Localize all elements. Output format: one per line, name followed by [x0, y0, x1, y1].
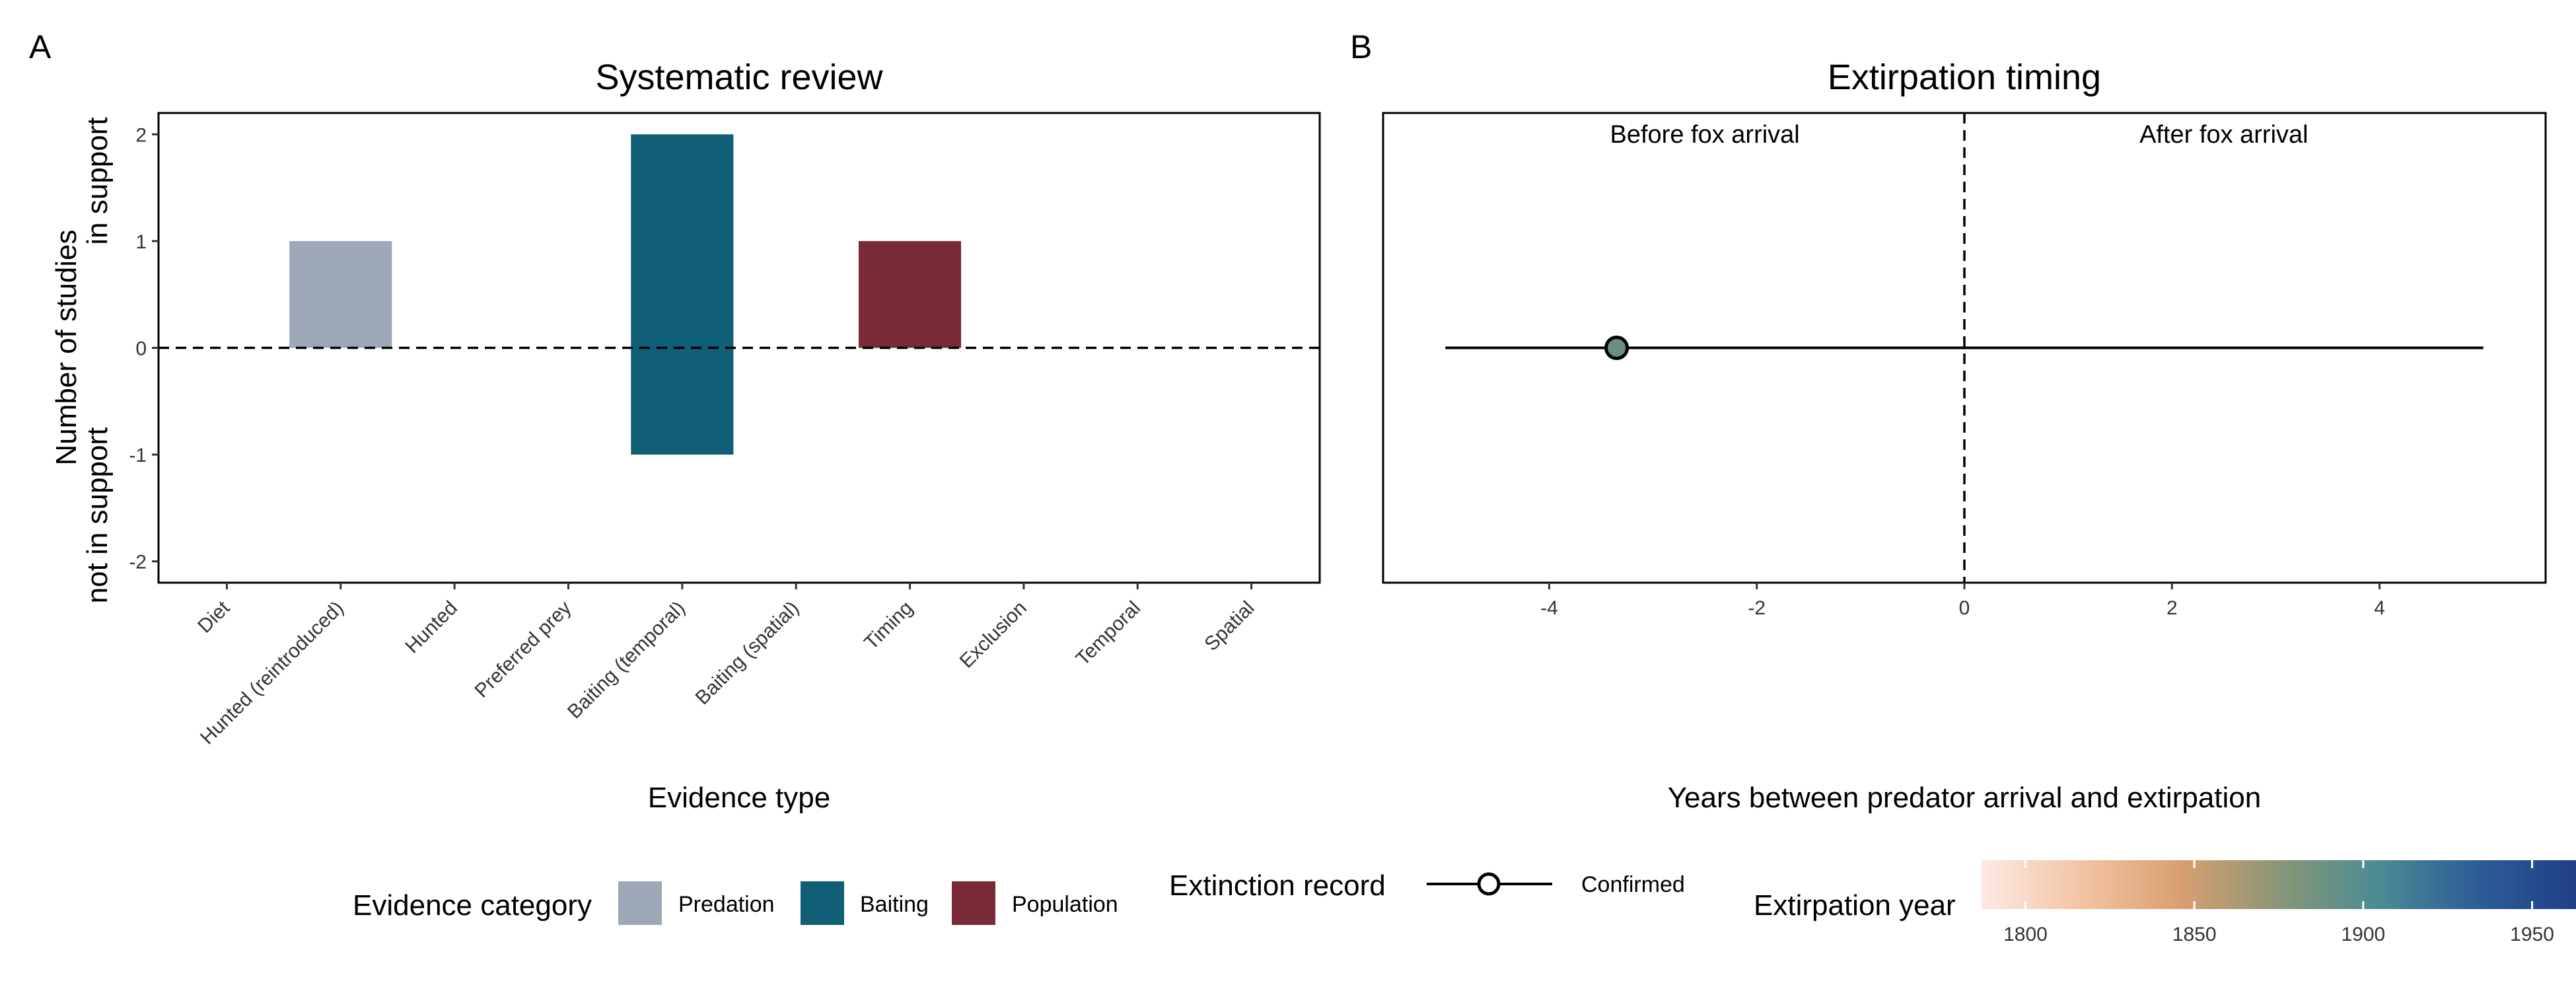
x-tick-label: Exclusion: [956, 597, 1031, 673]
x-tick-label: Baiting (temporal): [563, 597, 690, 723]
x-tick-label: 4: [2374, 597, 2385, 619]
panel-b-points: [1445, 336, 2484, 360]
y-tick-label: -1: [129, 445, 147, 466]
legend-extinction-record: Extinction record Confirmed: [1169, 869, 1685, 902]
legend-record-title: Extinction record: [1169, 869, 1386, 902]
x-tick-label: Preferred prey: [470, 597, 575, 702]
colorbar-tick-label: 1800: [2003, 924, 2048, 945]
y-tick-label: -2: [129, 552, 147, 573]
panel-b: B Extirpation timing Before fox arrival …: [1350, 28, 2547, 814]
legend-label-predation: Predation: [678, 892, 775, 917]
legend-swatch-population: [952, 881, 995, 925]
x-tick-label: -4: [1540, 597, 1558, 619]
legend-record-label: Confirmed: [1581, 872, 1685, 897]
x-tick-label: Spatial: [1200, 597, 1258, 655]
legend-label-population: Population: [1012, 892, 1118, 917]
legend-extirpation-year: Extirpation year 1800 1850 1900 1950: [1754, 860, 2576, 945]
legend-year-ticks: 1800 1850 1900 1950: [2003, 860, 2554, 945]
x-tick-label: Diet: [194, 597, 234, 638]
panel-b-tag: B: [1350, 28, 1372, 65]
panel-a-tag: A: [29, 28, 52, 65]
legend-year-title: Extirpation year: [1754, 889, 1956, 922]
colorbar-tick-label: 1900: [2341, 924, 2385, 945]
bar-baiting-temporal-positive: [631, 134, 734, 348]
panel-a-y-title-mid: Number of studies: [50, 229, 83, 465]
panel-b-x-title: Years between predator arrival and extir…: [1668, 782, 2261, 814]
x-tick-label: Baiting (spatial): [692, 597, 804, 710]
panel-a-y-title-bottom: not in support: [81, 427, 114, 604]
x-tick-label: -2: [1748, 597, 1766, 619]
panel-a-y-title-top: in support: [81, 117, 114, 244]
panel-a-title: Systematic review: [595, 57, 883, 97]
x-tick-label: 0: [1959, 597, 1970, 619]
bar-hunted-reintroduced-positive: [289, 240, 392, 348]
x-tick-label: Hunted: [401, 597, 462, 658]
panel-a-x-title: Evidence type: [648, 782, 830, 814]
svg-text:in support: in support: [81, 117, 114, 244]
panel-b-x-axis: -4 -2 0 2 4: [1540, 583, 2385, 619]
svg-text:Number of studies: Number of studies: [50, 229, 83, 465]
panel-a-y-axis: -2 -1 0 1 2: [129, 124, 159, 573]
svg-text:not in support: not in support: [81, 427, 114, 604]
x-tick-label: Timing: [860, 597, 917, 654]
colorbar-tick-label: 1950: [2510, 924, 2554, 945]
panel-b-title: Extirpation timing: [1828, 57, 2101, 97]
extirpation-point: [1604, 336, 1629, 360]
region-label-before: Before fox arrival: [1610, 121, 1800, 149]
legend-label-baiting: Baiting: [860, 892, 929, 917]
legend-swatch-baiting: [801, 881, 844, 925]
region-label-after: After fox arrival: [2139, 121, 2308, 149]
panel-a-bars: [289, 134, 962, 455]
bar-timing-positive: [858, 240, 962, 348]
legend-swatch-predation: [618, 881, 662, 925]
y-tick-label: 0: [135, 338, 147, 360]
colorbar-tick-label: 1850: [2172, 924, 2217, 945]
y-tick-label: 1: [135, 231, 147, 253]
legend-year-colorbar: [1982, 860, 2576, 909]
legend-record-marker: [1477, 872, 1501, 896]
legend-evidence-category: Evidence category Predation Baiting Popu…: [353, 881, 1118, 925]
bar-baiting-temporal-negative: [631, 348, 734, 455]
legend-category-title: Evidence category: [353, 889, 592, 922]
x-tick-label: Temporal: [1072, 597, 1145, 671]
x-tick-label: 2: [2166, 597, 2178, 619]
y-tick-label: 2: [135, 124, 147, 146]
